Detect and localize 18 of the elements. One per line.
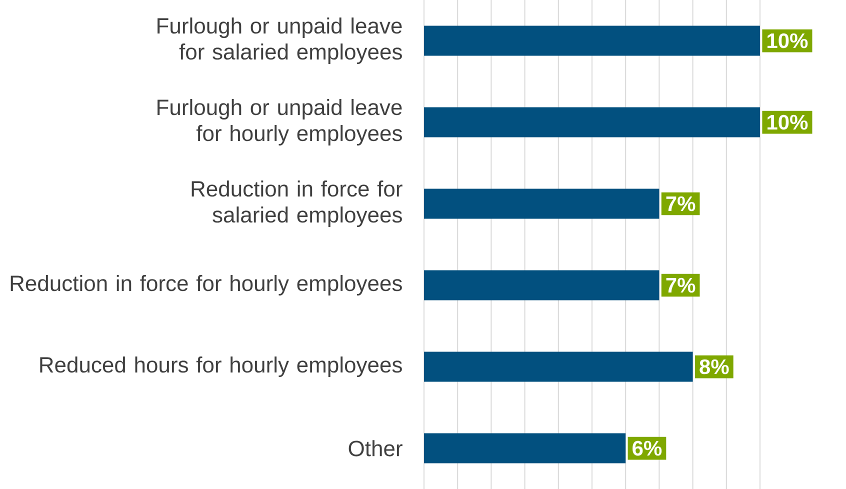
bar xyxy=(424,270,660,300)
y-tick-label: Reduction in force for salaried employees xyxy=(192,180,402,228)
data-label: 10% xyxy=(768,33,808,48)
data-label: 10% xyxy=(768,114,808,130)
bar xyxy=(424,433,626,464)
y-tick-label: Furlough or unpaid leave for salaried employees xyxy=(158,18,402,64)
bar xyxy=(424,188,660,219)
y-tick-label: Other xyxy=(348,440,402,456)
bar xyxy=(424,352,693,382)
data-label: 7% xyxy=(666,196,696,212)
data-label: 6% xyxy=(632,440,662,456)
bar xyxy=(424,107,760,138)
y-tick-label: Reduction in force for hourly employees xyxy=(10,275,402,296)
data-label: 8% xyxy=(700,359,729,374)
data-label: 7% xyxy=(666,278,696,293)
y-tick-label: Reduced hours for hourly employees xyxy=(40,356,402,378)
y-tick-label: Furlough or unpaid leave for hourly employees xyxy=(158,99,402,146)
bar xyxy=(424,26,760,56)
